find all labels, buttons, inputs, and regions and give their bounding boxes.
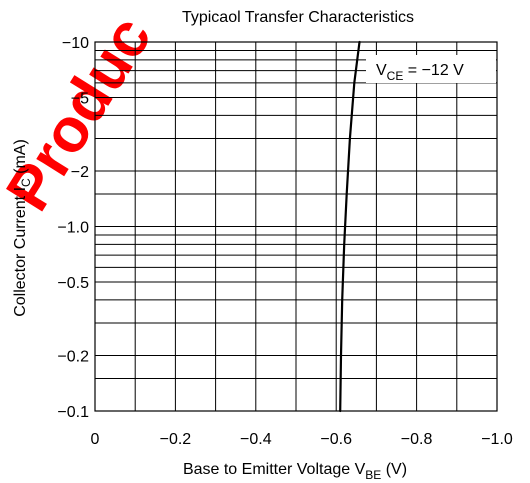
annotation-background (366, 55, 496, 83)
y-tick-label: −0.1 (57, 404, 89, 421)
x-tick-labels: 0 −0.2 −0.4 −0.6 −0.8 −1.0 (91, 431, 513, 448)
y-tick-label: −5 (71, 91, 89, 108)
y-axis-title-sub: C (19, 178, 33, 187)
x-axis-title-sub: BE (365, 468, 381, 482)
chart-title: Typicaol Transfer Characteristics (182, 9, 414, 26)
x-tick-label: −0.8 (401, 431, 433, 448)
annotation: VCE = −12 V (366, 55, 496, 83)
y-tick-label: −1.0 (57, 220, 89, 237)
x-tick-label: −0.2 (160, 431, 192, 448)
x-tick-label: 0 (91, 431, 100, 448)
y-tick-label: −0.5 (57, 275, 89, 292)
x-axis-title-main: Base to Emitter Voltage V (183, 461, 366, 478)
y-tick-label: −0.2 (57, 348, 89, 365)
x-tick-label: −0.6 (320, 431, 352, 448)
annotation-rest: = −12 V (403, 62, 464, 79)
series-group (339, 40, 361, 413)
y-tick-label: −10 (62, 35, 89, 52)
x-axis-title-unit: (V) (381, 461, 407, 478)
y-axis-title-unit: (mA) (12, 139, 29, 178)
x-tick-label: −0.4 (240, 431, 272, 448)
annotation-label: VCE = −12 V (376, 62, 464, 83)
plot-frame (94, 41, 498, 412)
y-tick-label: −2 (71, 164, 89, 181)
annotation-main: V (376, 62, 387, 79)
y-tick-labels: −10 −5 −2 −1.0 −0.5 −0.2 −0.1 (57, 35, 89, 421)
y-axis-title: Collector Current IC (mA) (12, 139, 33, 317)
x-gridlines (134, 42, 458, 411)
x-tick-label: −1.0 (481, 431, 513, 448)
series-line-0 (339, 40, 361, 413)
y-axis-title-main: Collector Current I (12, 187, 29, 317)
annotation-sub: CE (387, 69, 404, 83)
x-axis-title: Base to Emitter Voltage VBE (V) (183, 461, 407, 482)
